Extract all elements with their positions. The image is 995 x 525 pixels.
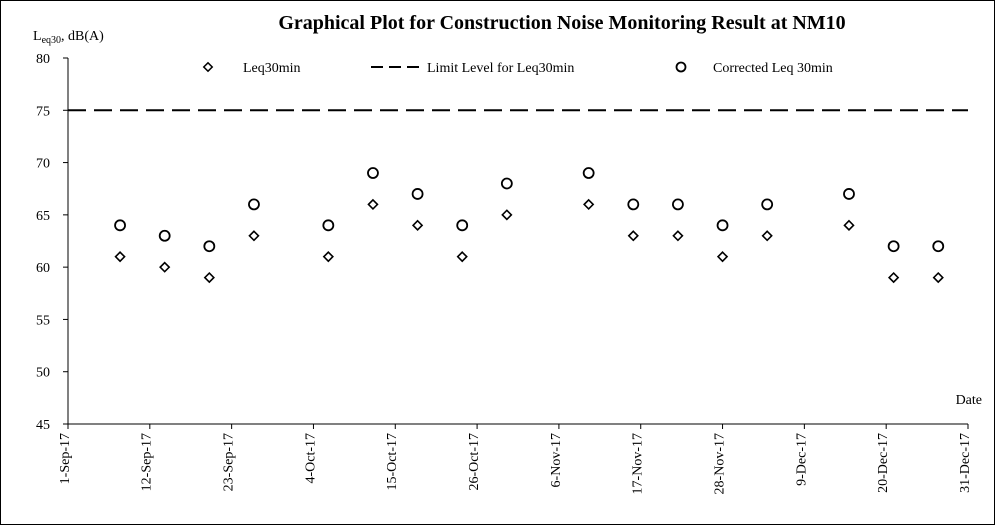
corrected-leq-point (158, 229, 171, 242)
leq30min-point (932, 271, 944, 284)
x-tick-label: 12-Sep-17 (140, 433, 155, 491)
x-tick-label: 31-Dec-17 (958, 433, 973, 493)
leq30min-point (501, 209, 513, 221)
y-tick-label: 55 (36, 313, 50, 328)
corrected-leq-point (114, 219, 126, 232)
corrected-leq-point (843, 188, 855, 200)
data-marks (114, 167, 945, 284)
leq30min-point (411, 219, 424, 231)
x-tick-label: 15-Oct-17 (385, 433, 400, 491)
leq30min-point (761, 230, 773, 242)
leq30min-point (716, 251, 729, 263)
y-axis-label: Leq30, dB(A) (33, 29, 104, 46)
axes: 45 50 55 60 65 70 75 80 1-Sep-17 12-Sep-17 23-Sep-… (36, 52, 973, 494)
leq30min-point (248, 230, 260, 242)
x-axis-label: Date (956, 393, 982, 408)
x-tick-label: 1-Sep-17 (58, 433, 73, 484)
legend: Leq30min Limit Level for Leq30min Correc… (202, 61, 833, 76)
x-tick-label: 26-Oct-17 (467, 433, 482, 491)
y-axis-label-main: L (33, 29, 42, 44)
leq30min-point (887, 271, 900, 284)
y-axis-label-unit: , dB(A) (61, 29, 104, 44)
corrected-leq-point (761, 198, 774, 211)
leq30min-point (627, 230, 639, 242)
x-tick-label: 23-Sep-17 (222, 433, 237, 491)
leq30min-point (159, 261, 171, 273)
legend-marker-corrected (675, 61, 687, 73)
y-tick-label: 50 (36, 366, 50, 381)
corrected-leq-point (672, 198, 684, 211)
corrected-leq-point (500, 177, 513, 190)
y-tick-label: 80 (36, 52, 50, 67)
leq30min-point (322, 251, 334, 263)
y-tick-label: 75 (36, 104, 50, 119)
corrected-leq-point (203, 240, 216, 253)
y-tick-label: 65 (36, 209, 50, 224)
y-tick-label: 45 (36, 418, 50, 433)
x-tick-label: 28-Nov-17 (712, 433, 727, 494)
leq30min-point (843, 219, 855, 231)
y-tick-label: 60 (36, 261, 50, 276)
leq30min-point (114, 251, 126, 263)
x-tick-label: 9-Dec-17 (794, 433, 809, 486)
corrected-leq-point (887, 240, 900, 253)
corrected-leq-point (322, 219, 335, 232)
leq30min-point (456, 251, 468, 263)
leq30min-point (203, 271, 215, 284)
legend-label-leq30min: Leq30min (243, 61, 301, 76)
legend-label-limit-line: Limit Level for Leq30min (427, 61, 574, 76)
corrected-leq-point (248, 198, 260, 211)
corrected-leq-point (932, 240, 945, 253)
x-tick-label: 4-Oct-17 (303, 433, 318, 484)
corrected-leq-point (456, 219, 469, 232)
leq30min-point (367, 198, 379, 211)
x-tick-label: 20-Dec-17 (876, 433, 891, 493)
corrected-leq-point (627, 198, 640, 211)
legend-marker-leq30min (202, 61, 214, 73)
corrected-leq-point (582, 167, 595, 179)
leq30min-point (583, 198, 595, 211)
legend-label-corrected: Corrected Leq 30min (713, 61, 833, 76)
corrected-leq-point (367, 167, 379, 179)
x-tick-label: 6-Nov-17 (549, 433, 564, 487)
y-axis-label-subscript: eq30 (42, 35, 61, 46)
corrected-leq-point (411, 188, 424, 200)
leq30min-point (672, 230, 684, 242)
y-tick-label: 70 (36, 157, 50, 172)
corrected-leq-point (716, 219, 729, 232)
x-tick-label: 17-Nov-17 (631, 433, 646, 494)
chart-title: Graphical Plot for Construction Noise Mo… (278, 12, 845, 34)
